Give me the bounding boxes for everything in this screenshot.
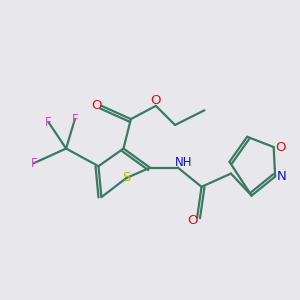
Text: O: O	[275, 141, 285, 154]
Text: O: O	[151, 94, 161, 107]
Text: N: N	[277, 170, 286, 183]
Text: F: F	[30, 157, 37, 170]
Text: F: F	[45, 116, 52, 128]
Text: NH: NH	[175, 156, 192, 169]
Text: F: F	[72, 112, 78, 126]
Text: S: S	[122, 172, 130, 184]
Text: O: O	[91, 99, 101, 112]
Text: O: O	[188, 214, 198, 227]
